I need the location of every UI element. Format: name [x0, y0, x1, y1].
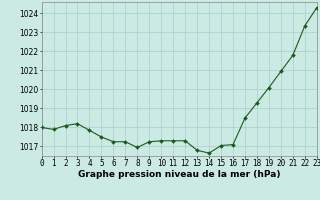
X-axis label: Graphe pression niveau de la mer (hPa): Graphe pression niveau de la mer (hPa)	[78, 170, 280, 179]
